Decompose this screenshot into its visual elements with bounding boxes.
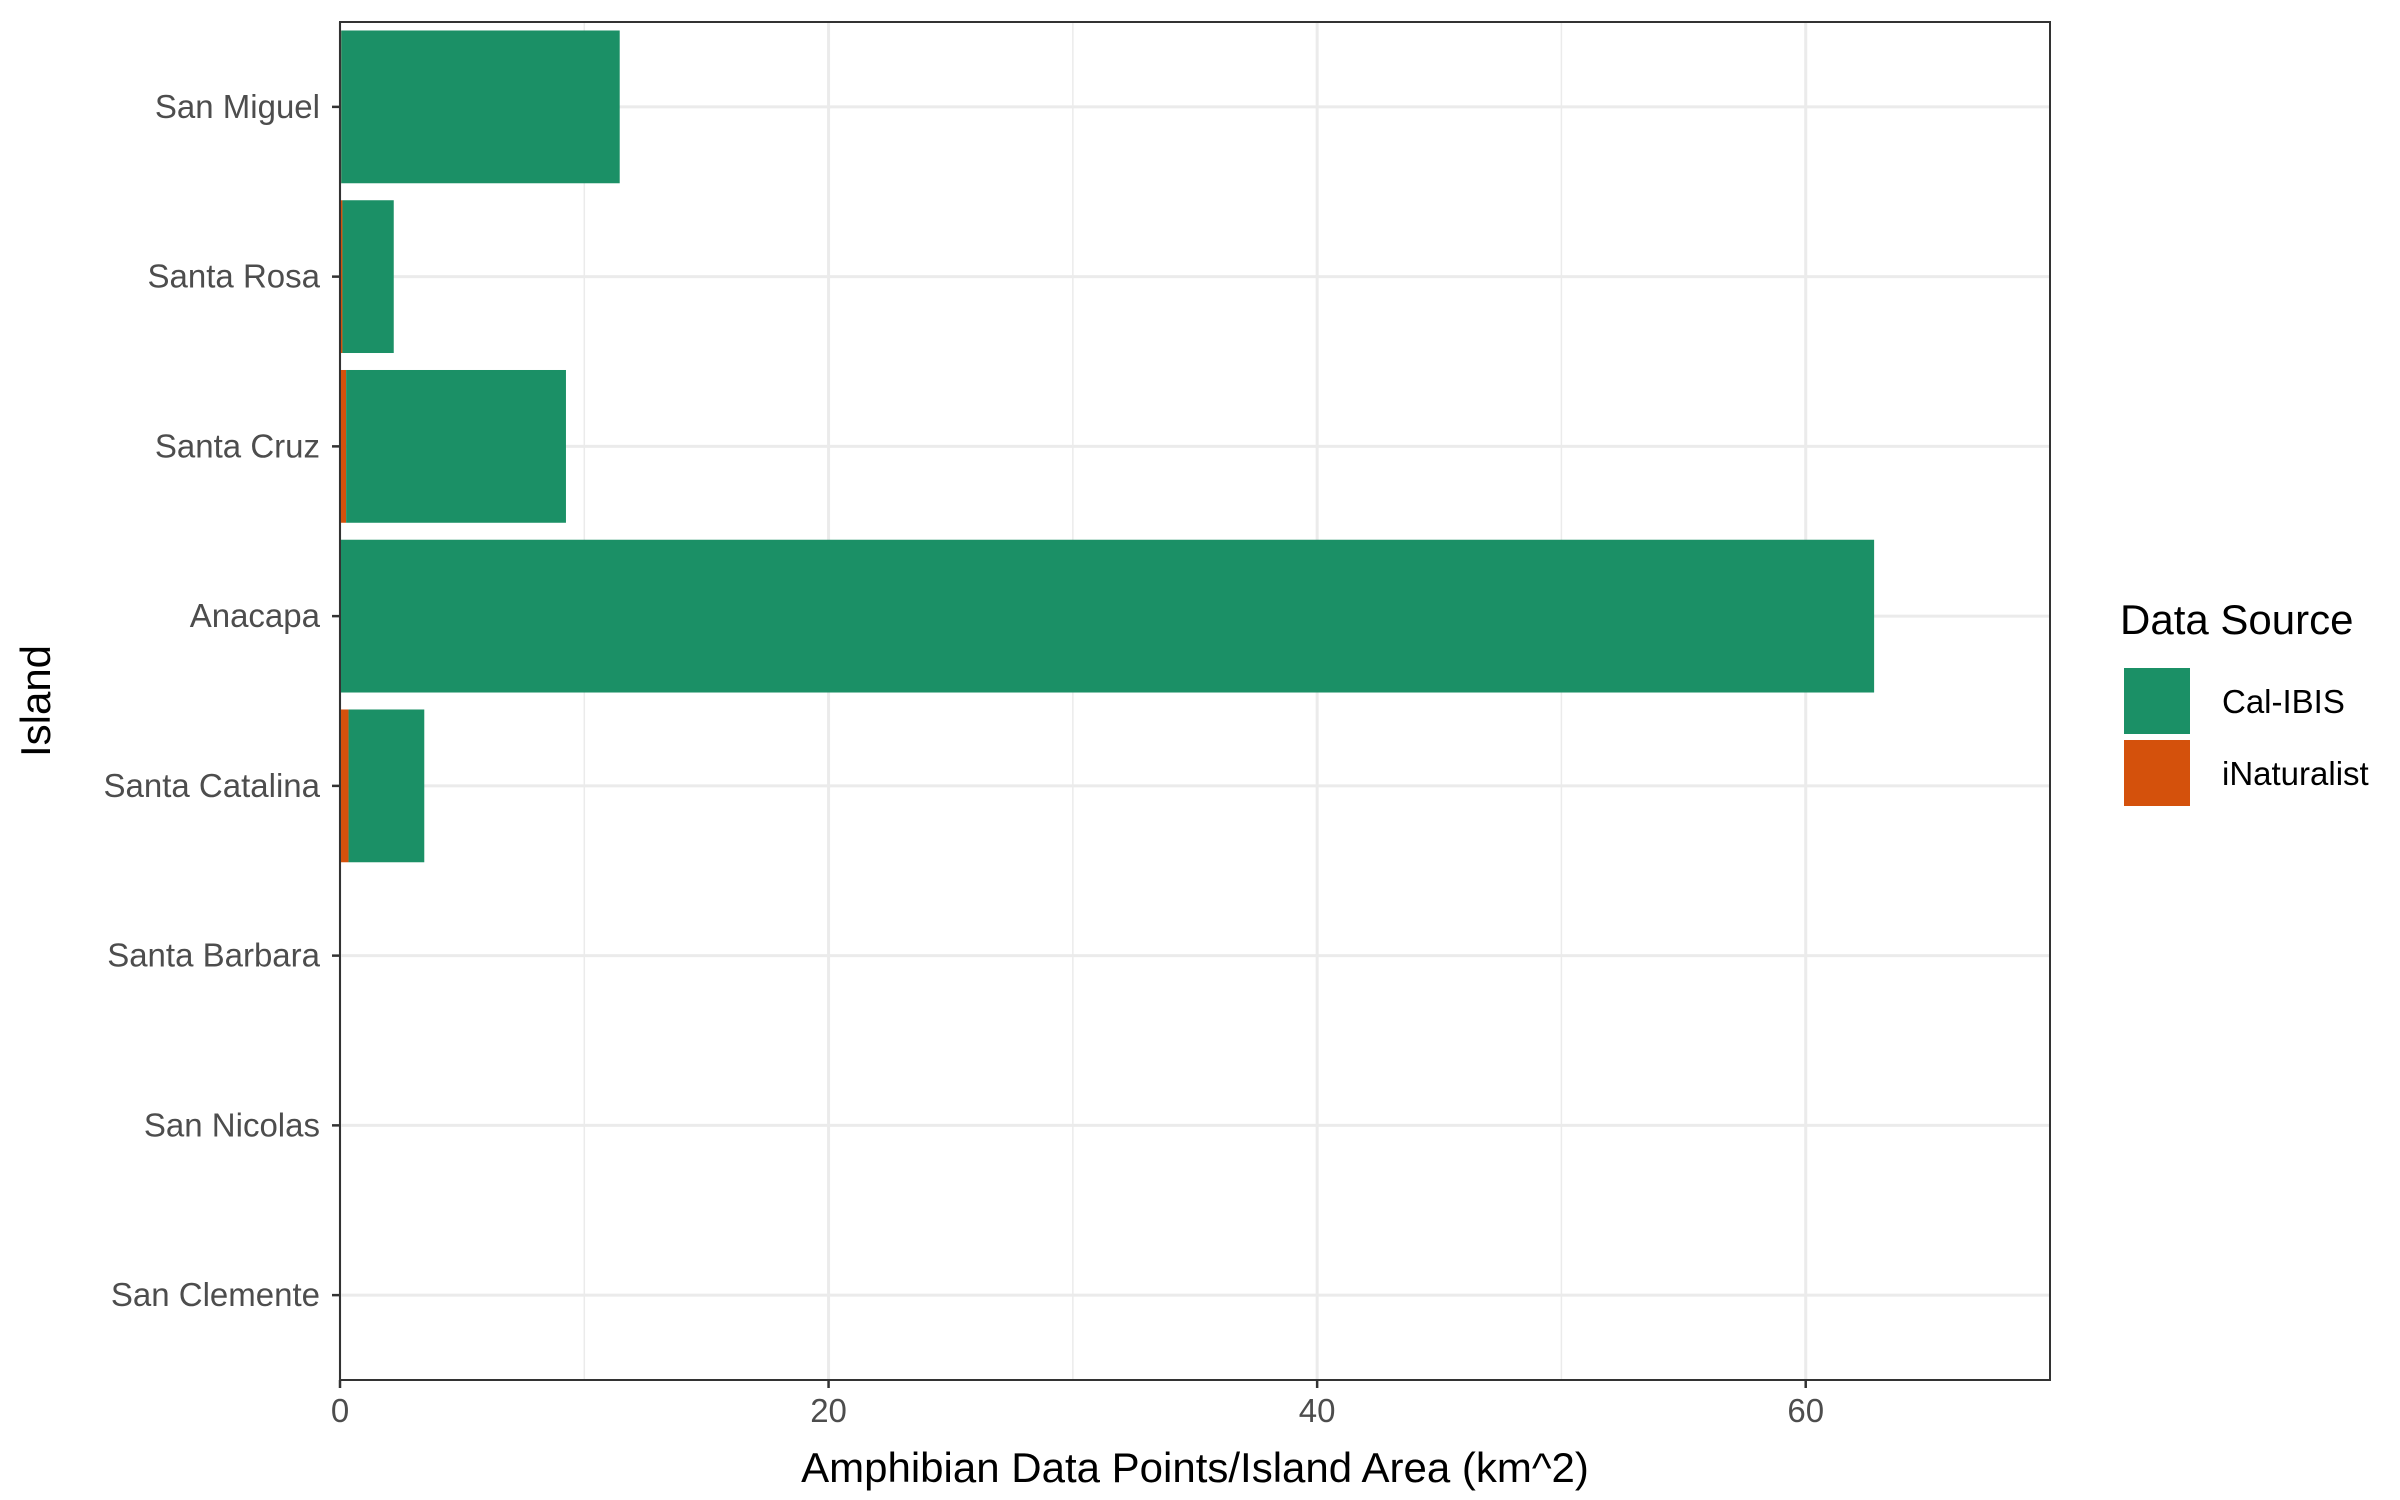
y-tick-label: San Miguel xyxy=(155,88,320,125)
x-tick-label: 20 xyxy=(810,1392,847,1429)
legend-items: Cal-IBIS iNaturalist xyxy=(2122,666,2369,808)
y-tick-label: San Nicolas xyxy=(144,1106,320,1143)
bar-inaturalist-santa-catalina xyxy=(340,709,349,863)
y-axis-title: Island xyxy=(12,645,59,757)
bar-inaturalist-santa-cruz xyxy=(340,369,347,523)
y-axis: San Miguel Santa Rosa Santa Cruz Anacapa San… xyxy=(104,88,340,1313)
bar-cal-ibis-san-miguel xyxy=(341,30,620,184)
x-axis: 0 20 40 60 xyxy=(331,1380,1824,1429)
x-tick-label: 0 xyxy=(331,1392,349,1429)
x-tick-label: 60 xyxy=(1787,1392,1824,1429)
plot-background xyxy=(340,22,2050,1380)
bars xyxy=(340,30,1875,863)
legend: Data Source Cal-IBIS iNaturalist xyxy=(2120,596,2369,808)
bar-cal-ibis-santa-cruz xyxy=(346,369,566,523)
y-tick-label: San Clemente xyxy=(111,1276,320,1313)
y-tick-label: Santa Barbara xyxy=(107,937,320,974)
y-tick-label: Santa Catalina xyxy=(104,767,321,804)
y-tick-label: Santa Rosa xyxy=(148,258,321,295)
bar-cal-ibis-santa-rosa xyxy=(342,200,394,354)
legend-key-inaturalist xyxy=(2124,740,2190,806)
legend-title: Data Source xyxy=(2120,596,2353,643)
y-tick-label: Anacapa xyxy=(190,597,321,634)
x-tick-label: 40 xyxy=(1299,1392,1336,1429)
legend-label: iNaturalist xyxy=(2222,755,2369,792)
x-axis-title: Amphibian Data Points/Island Area (km^2) xyxy=(801,1444,1589,1491)
y-tick-label: Santa Cruz xyxy=(155,427,320,464)
legend-label: Cal-IBIS xyxy=(2222,683,2345,720)
plot-border xyxy=(339,21,2051,1381)
bar-cal-ibis-santa-catalina xyxy=(348,709,425,863)
bar-inaturalist-santa-rosa xyxy=(340,200,343,354)
legend-key-cal-ibis xyxy=(2124,668,2190,734)
bar-cal-ibis-anacapa xyxy=(340,539,1875,693)
